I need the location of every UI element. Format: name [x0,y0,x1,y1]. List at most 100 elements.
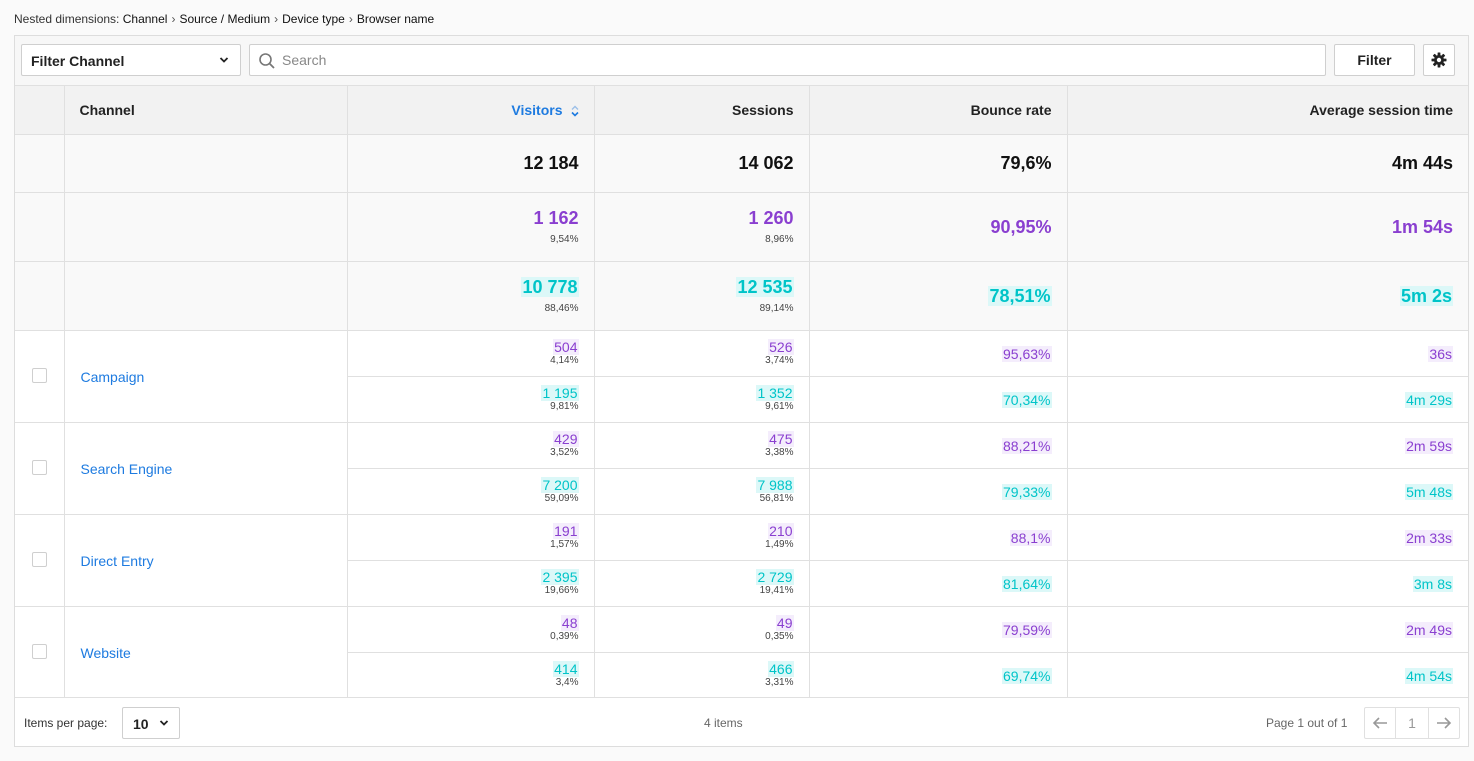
channel-link-direct-entry[interactable]: Direct Entry [80,552,154,569]
column-header-label: Bounce rate [970,102,1052,118]
sessions-cell: 210 1,49% [594,514,810,561]
segment-b-sessions-pct: 89,14% [759,303,794,314]
bounce-rate-value: 79,59% [1002,621,1052,638]
table-row: Campaign 504 4,14% 526 3,74% 95,63% 36s [15,330,1468,423]
table-header-row: Channel Visitors Sessions Bounce rate Av… [15,85,1468,135]
channel-link-website[interactable]: Website [80,644,131,661]
sessions-value: 210 [768,523,794,539]
next-page-button[interactable] [1428,708,1459,738]
table-row: 1 195 9,81% 1 352 9,61% 70,34% 4m 29s [15,376,1468,423]
avg-session-time-cell: 5m 48s [1067,468,1468,515]
segment-b-visitors-pct: 88,46% [544,303,579,314]
table-row: Website 48 0,39% 49 0,35% 79,59% 2m 49s [15,606,1468,699]
bounce-rate-value: 70,34% [1002,391,1052,408]
bounce-rate-value: 95,63% [1002,345,1052,362]
avg-session-time-value: 2m 33s [1405,529,1453,546]
chevron-down-icon [219,57,229,63]
visitors-value: 7 200 [541,477,579,493]
select-all-header [15,85,65,135]
bounce-rate-cell: 95,63% [809,330,1068,377]
sort-icon [570,105,579,117]
sessions-value: 466 [768,661,794,677]
row-checkbox[interactable] [31,367,47,383]
avg-session-time-value: 3m 8s [1412,575,1453,592]
total-avg-session-time: 4m 44s [1067,134,1468,193]
table-row: Direct Entry 191 1,57% 210 1,49% 88,1% 2m … [15,514,1468,607]
visitors-value: 414 [553,661,579,677]
sessions-pct: 19,41% [759,585,794,596]
avg-session-time-cell: 2m 49s [1067,606,1468,653]
channel-name-cell: Website [64,606,348,699]
avg-session-time-value: 4m 29s [1405,391,1453,408]
bounce-rate-value: 69,74% [1002,667,1052,684]
visitors-pct: 19,66% [544,585,579,596]
breadcrumb-prefix: Nested dimensions: [14,12,120,26]
visitors-cell: 504 4,14% [347,330,595,377]
row-checkbox[interactable] [31,459,47,475]
filter-channel-select[interactable]: Filter Channel [21,44,241,76]
segment-b-bounce-rate-cell: 78,51% [809,261,1068,331]
segment-row-b: 10 778 88,46% 12 535 89,14% 78,51% 5m 2s [15,261,1468,331]
avg-session-time-value: 4m 54s [1405,667,1453,684]
visitors-cell: 7 200 59,09% [347,468,595,515]
sessions-cell: 7 988 56,81% [594,468,810,515]
sessions-cell: 49 0,35% [594,606,810,653]
settings-button[interactable] [1423,44,1455,76]
items-per-page-select[interactable]: 10 [122,707,180,739]
empty-cell [15,192,65,262]
bounce-rate-cell: 79,59% [809,606,1068,653]
current-page[interactable]: 1 [1408,715,1416,731]
visitors-pct: 3,52% [550,447,579,458]
segment-a-bounce-rate-cell: 90,95% [809,192,1068,262]
search-icon [259,53,275,69]
empty-cell [64,134,348,193]
visitors-value: 48 [560,615,579,631]
filter-button[interactable]: Filter [1334,44,1415,76]
column-header-channel[interactable]: Channel [64,85,348,135]
bounce-rate-value: 79,33% [1002,483,1052,500]
row-checkbox[interactable] [31,551,47,567]
sessions-cell: 466 3,31% [594,652,810,699]
segment-a-visitors-pct: 9,54% [550,234,579,245]
breadcrumb-separator: › [274,12,279,26]
search-input[interactable] [282,45,1312,75]
channel-link-search-engine[interactable]: Search Engine [80,460,173,477]
column-header-sessions[interactable]: Sessions [594,85,810,135]
prev-page-button[interactable] [1365,708,1396,738]
visitors-cell: 2 395 19,66% [347,560,595,607]
search-field[interactable] [249,44,1326,76]
total-visitors: 12 184 [347,134,595,193]
column-header-avg-session-time[interactable]: Average session time [1067,85,1468,135]
segment-b-bounce-rate: 78,51% [988,286,1052,306]
sessions-pct: 0,35% [765,631,794,642]
avg-session-time-cell: 36s [1067,330,1468,377]
segment-a-sessions-pct: 8,96% [765,234,794,245]
column-header-label: Visitors [511,102,563,118]
column-header-bounce-rate[interactable]: Bounce rate [809,85,1068,135]
column-header-label: Channel [79,102,135,118]
report-panel: Filter Channel Filter [14,35,1469,747]
row-checkbox[interactable] [31,643,47,659]
column-header-visitors[interactable]: Visitors [347,85,595,135]
channel-name-cell: Search Engine [64,422,348,515]
segment-b-avg-session-time: 5m 2s [1399,286,1453,306]
bounce-rate-cell: 88,21% [809,422,1068,469]
sessions-cell: 475 3,38% [594,422,810,469]
channel-link-campaign[interactable]: Campaign [80,368,145,385]
table-row: 2 395 19,66% 2 729 19,41% 81,64% 3m 8s [15,560,1468,607]
bounce-rate-value: 88,1% [1009,529,1052,546]
visitors-pct: 0,39% [550,631,579,642]
sessions-pct: 3,74% [765,355,794,366]
items-per-page-label: Items per page: [24,716,108,730]
segment-a-avg-session-time: 1m 54s [1391,217,1453,237]
table-row: 414 3,4% 466 3,31% 69,74% 4m 54s [15,652,1468,699]
bounce-rate-cell: 88,1% [809,514,1068,561]
channel-name-cell: Campaign [64,330,348,423]
sessions-value: 7 988 [756,477,794,493]
visitors-cell: 191 1,57% [347,514,595,561]
column-header-label: Sessions [732,102,794,118]
bounce-rate-cell: 79,33% [809,468,1068,515]
total-bounce-rate: 79,6% [809,134,1068,193]
avg-session-time-cell: 3m 8s [1067,560,1468,607]
segment-a-sessions-cell: 1 260 8,96% [594,192,810,262]
